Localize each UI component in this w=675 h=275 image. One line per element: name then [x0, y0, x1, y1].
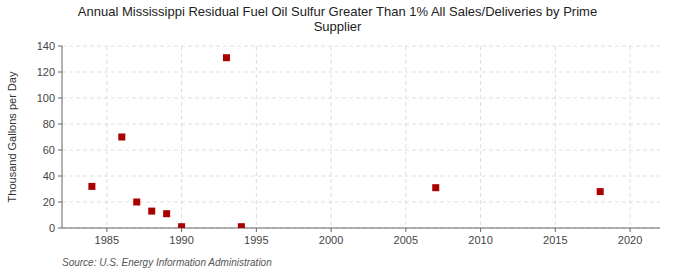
- tick: [58, 202, 62, 203]
- grid-line: [62, 176, 660, 177]
- tick-label: 2010: [468, 234, 492, 246]
- grid-line: [630, 46, 631, 228]
- tick-label: 2020: [618, 234, 642, 246]
- grid-line: [62, 72, 660, 73]
- tick-label: 0: [49, 222, 55, 234]
- grid-line: [62, 98, 660, 99]
- point: [148, 208, 155, 215]
- tick-label: 120: [37, 66, 55, 78]
- tick: [58, 150, 62, 151]
- tick: [480, 228, 481, 232]
- grid-line: [62, 150, 660, 151]
- tick: [555, 228, 556, 232]
- y-label: Thousand Gallons per Day: [6, 71, 18, 202]
- tick-label: 40: [43, 170, 55, 182]
- tick-label: 140: [37, 40, 55, 52]
- grid: [62, 46, 660, 228]
- tick: [106, 228, 107, 232]
- grid-line: [480, 46, 481, 228]
- tick: [58, 124, 62, 125]
- grid-line: [181, 46, 182, 228]
- tick: [58, 228, 62, 229]
- tick-label: 80: [43, 118, 55, 130]
- point: [163, 210, 170, 217]
- tick: [181, 228, 182, 232]
- point: [118, 134, 125, 141]
- tick-label: 60: [43, 144, 55, 156]
- x-axis: [62, 228, 660, 229]
- title: Annual Mississippi Residual Fuel Oil Sul…: [78, 4, 597, 34]
- tick: [58, 72, 62, 73]
- tick-label: 100: [37, 92, 55, 104]
- point: [133, 199, 140, 206]
- grid-line: [62, 46, 660, 47]
- tick: [630, 228, 631, 232]
- background: [0, 0, 675, 275]
- point: [432, 184, 439, 191]
- grid-line: [555, 46, 556, 228]
- grid-line: [62, 202, 660, 203]
- chart: Annual Mississippi Residual Fuel Oil Sul…: [0, 0, 675, 275]
- tick: [58, 176, 62, 177]
- grid-line: [405, 46, 406, 228]
- tick-label: 2005: [394, 234, 418, 246]
- points: [88, 54, 603, 228]
- tick: [405, 228, 406, 232]
- point: [238, 223, 245, 228]
- point: [88, 183, 95, 190]
- grid-line: [62, 228, 660, 229]
- tick-label: 2015: [543, 234, 567, 246]
- grid-line: [331, 46, 332, 228]
- source: Source: U.S. Energy Information Administ…: [62, 257, 272, 268]
- point: [178, 223, 185, 228]
- tick: [58, 98, 62, 99]
- grid-line: [256, 46, 257, 228]
- tick-label: 1995: [244, 234, 268, 246]
- tick-label: 1985: [95, 234, 119, 246]
- grid-line: [62, 124, 660, 125]
- tick-label: 2000: [319, 234, 343, 246]
- tick: [331, 228, 332, 232]
- tick-label: 20: [43, 196, 55, 208]
- point: [223, 54, 230, 61]
- tick: [58, 46, 62, 47]
- y-axis: [62, 46, 63, 228]
- grid-line: [106, 46, 107, 228]
- tick-label: 1990: [169, 234, 193, 246]
- point: [597, 188, 604, 195]
- tick: [256, 228, 257, 232]
